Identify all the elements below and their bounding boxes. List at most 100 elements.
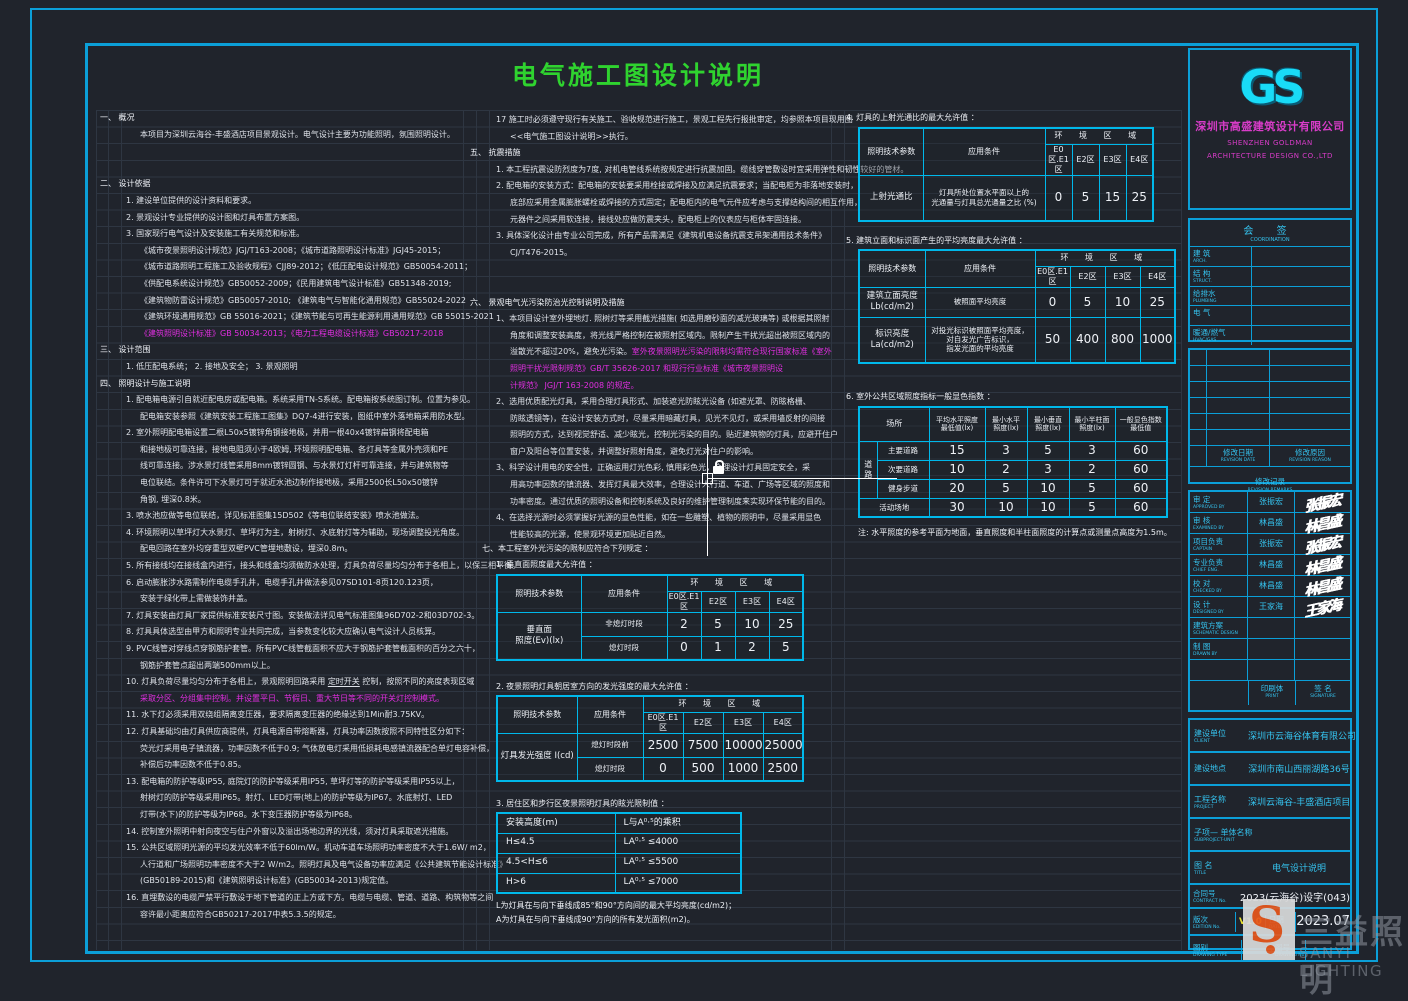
person-name [1248, 618, 1295, 638]
revision-date-label-en: REVISION DATE [1220, 458, 1256, 463]
coordination-row: 给排水 PLUMBING [1190, 285, 1350, 306]
revision-row [1190, 398, 1350, 414]
note-text: 灯带(水下)的防护等级为IP68。水下变压器防护等级为IP68。 [140, 809, 357, 819]
lock-icon [713, 460, 724, 474]
note-text: 9. PVC线管对穿线点穿钢筋护套管。所有PVC线管截面积不应大于钢筋护套管截面… [126, 644, 480, 653]
cursor-pickbox [702, 473, 713, 484]
value-cell: 2500 [762, 756, 804, 782]
note-line: 用高功率因数的镇流器、发挥灯具最大效率，合理设计人行道、车道、广场等区域的照度和 [496, 477, 830, 494]
note-line: 7. 灯具安装由灯具厂家提供标准安装尺寸图。安装做法详见电气标准图集96D702… [126, 608, 479, 625]
note-text: 14. 控制室外照明中射向夜空与住户外窗以及溢出场地边界的光线，须对灯具采取遮光… [126, 826, 454, 836]
grid-line [121, 110, 122, 950]
param-cell: 建筑立面亮度 Lb(cd/m2) [858, 286, 926, 318]
note-text: 角度和调整安装高度，将光线严格控制在被照射区域内。限制产生干扰光超出被照区域内的 [510, 330, 830, 340]
env-col: E3区 [722, 711, 764, 734]
note-line: 《城市道路照明工程施工及验收规程》CJJ89-2012；《低压配电设计规范》GB… [126, 259, 472, 276]
value-cell: 10000 [722, 732, 764, 758]
note-line: 4、在选择光源时必须掌握好光源的显色性能，如在一些雕塑、植物的照明中，尽量采用显… [496, 510, 830, 527]
note-line: 角度和调整安装高度，将光线严格控制在被照射区域内。限制产生干扰光超出被照区域内的 [496, 328, 830, 345]
note-text: 4. 环境照明以草坪灯大水景灯、草坪灯为主，射树灯、水底射灯等为辅助，现场调整投… [126, 527, 465, 537]
table-3-note-l: L为灯具在与向下垂线成85°和90°方向间的最大平均亮度(cd/m2)； [496, 901, 737, 910]
signature-cell [1295, 660, 1350, 680]
note-text: 2. 室外照明配电箱设置二根L50x5镀锌角钢接地极，并用一根40x4镀锌扁钢将… [126, 428, 429, 438]
note-text: 3. 国家现行电气设计及安装施工有关规范和标准。 [126, 229, 305, 239]
param-cell: 标识亮度 La(cd/m2) [858, 316, 926, 364]
note-text: 1. 建设单位提供的设计资料和要求。 [126, 195, 257, 205]
value-cell: 7500 [682, 732, 724, 758]
company-name-en-1: SHENZHEN GOLDMAN [1227, 139, 1313, 147]
note-line: (GB50189-2015)和《建筑照明设计标准》(GB50034-2013)规… [126, 873, 464, 890]
note-line: 本项目为深圳云海谷-丰盛酒店项目景观设计。电气设计主要为功能照明，氛围照明设计。 [126, 127, 464, 144]
env-header: 环 境 区 域 [666, 574, 804, 592]
value-cell: 5 [1068, 478, 1116, 499]
note-line: 2、选用优质配光灯具，采用合理灯具形式、加装遮光防眩光设备 (如遮光罩、防眩格栅… [496, 394, 830, 411]
note-line: 4. 环境照明以草坪灯大水景灯、草坪灯为主，射树灯、水底射灯等为辅助，现场调整投… [126, 525, 464, 542]
note-line: 线可靠连接。涉水景灯线管采用8mm镀锌圆钢、与水景灯灯杆可靠连接，并与建筑物等 [126, 458, 464, 475]
note-line: 计规范》 JGJ/T 163-2008 的规定。 [496, 378, 830, 395]
env-col: E3区 [1098, 143, 1127, 176]
row-cell: H>6 [496, 872, 616, 894]
table-public-area-illuminance: 场所 平均水平照度 最低值(lx) 最小水平 照度(lx) 最小垂直 照度(lx) 最小… [858, 406, 1168, 518]
titleblock-coordination-box: 会 签 COORDINATION 建 筑 ARCH. 结 构 STRUCT. 给排水… [1188, 218, 1352, 345]
note-line: 照明的方式，达到视觉舒适、减少眩光，控制光污染的目的。贴近建筑物的灯具，应避开住… [496, 427, 838, 444]
env-header: 环 境 区 域 [1034, 249, 1176, 267]
note-line: 六、 景观电气光污染防治光控制说明及措施 [470, 295, 830, 312]
value-cell: 10 [734, 611, 770, 637]
signature-cell [1295, 639, 1350, 659]
group-cell: 道路 [858, 440, 878, 499]
note-line: 窗户及阳台等位置安装，并调整好照射角度，避免灯光对住户的影响。 [496, 444, 830, 461]
note-text: 2. 配电箱的安装方式：配电箱的安装要采用栓接或焊接及应满足抗震要求；当配电柜为… [496, 181, 859, 191]
value-cell: 25 [1125, 174, 1154, 222]
col-header: 应用条件 [922, 127, 1046, 176]
note-text: 12. 灯具基础均由灯具供应商提供，灯具电源自带熔断器，灯具功率因数按照不同特性… [126, 726, 470, 736]
print-label-en: PRINT [1265, 694, 1279, 699]
col-header: 一般显色指数 最低值 [1114, 406, 1168, 442]
note-text: 1. 低压配电系统； 2. 接地及安全； 3. 景观照明 [126, 361, 298, 371]
note-line [496, 261, 830, 278]
company-name-en-2: ARCHITECTURE DESIGN CO.,LTD [1207, 152, 1333, 160]
signature-cell [1295, 618, 1350, 638]
env-header: 环 境 区 域 [1044, 127, 1154, 145]
note-text: 容许最小距离应符合GB50217-2017中表5.3.5的规定。 [140, 909, 341, 919]
note-text: 四、 照明设计与施工说明 [100, 378, 191, 388]
note-text: 射树灯的防护等级采用IP65。射灯、LED灯带(地上)的防护等级为IP67。水底… [140, 793, 453, 803]
notes-column-1: 一、 概况 本项目为深圳云海谷-丰盛酒店项目景观设计。电气设计主要为功能照明，氛… [100, 110, 520, 923]
info-label: 建设单位 [1194, 728, 1226, 738]
role-label-en: CHECKED BY [1193, 588, 1222, 594]
note-text: CJ/T476-2015。 [510, 247, 573, 257]
note-line: 1. 建设单位提供的设计资料和要求。 [126, 193, 464, 210]
watermark-en: SANYI LIGHTING [1299, 944, 1384, 980]
col-header: 照明技术参数 [858, 249, 926, 288]
note-text: 窗户及阳台等位置安装，并调整好照射角度，避免灯光对住户的影响。 [510, 446, 758, 456]
note-line: 射树灯的防护等级采用IP65。射灯、LED灯带(地上)的防护等级为IP67。水底… [126, 790, 464, 807]
note-line: 17 施工时必须遵守现行有关施工、验收规范进行施工，景观工程先行报批审定，均参照… [496, 112, 853, 129]
value-cell: 10 [984, 497, 1028, 518]
info-label: 工程名称 [1194, 794, 1226, 804]
value-cell: 0 [642, 756, 684, 782]
person-name [1248, 639, 1295, 659]
revision-reason-label-en: REVISION REASON [1289, 458, 1331, 463]
col-header: 照明技术参数 [496, 695, 578, 734]
note-line: 荧光灯采用电子镇流器，功率因数不低于0.9; 气体放电灯采用低损耗电感镇流器配合… [126, 741, 494, 758]
table-luminous-intensity: 照明技术参数 应用条件环 境 区 域 E0区.E1区 E2区 E3区 E4区 灯具发光强… [496, 695, 805, 782]
note-line: 8. 灯具具体选型由甲方和照明专业共同完成，当参数变化较大应确认电气设计人员核算… [126, 624, 464, 641]
grid-line [476, 110, 477, 950]
note-line [496, 278, 830, 295]
page-title: 电气施工图设计说明 [511, 61, 764, 90]
info-label-en: TITLE [1194, 870, 1207, 876]
note-text: 1、本项目设计室外埋地灯. 照树灯等采用截光措施( 如选用磨砂面的减光玻璃等) … [496, 314, 830, 324]
revision-date-label: 修改日期 [1223, 448, 1253, 457]
info-label-en: CLIENT [1194, 738, 1210, 744]
note-magenta: 《建筑照明设计标准》GB 50034-2013；《电力工程电缆设计标准》GB50… [140, 328, 444, 338]
note-line: 2. 配电箱的安装方式：配电箱的安装要采用栓接或焊接及应满足抗震要求；当配电柜为… [496, 178, 858, 195]
env-col: E3区 [1104, 265, 1141, 288]
note-line: 3. 喷水池应做等电位联结，详见标准图集15D502《等电位联结安装》喷水池做法… [126, 508, 464, 525]
value-cell: 0 [1034, 286, 1071, 318]
note-text: 元器件之间采用软连接，接线处应做防震夹头，配电柜上的仪表应与柜体牢固连接。 [510, 214, 806, 224]
value-cell: 3 [984, 440, 1028, 461]
value-cell: 25 [768, 611, 804, 637]
info-row: 工程名称 PROJECT 深圳云海谷-丰盛酒店项目 [1190, 784, 1350, 817]
value-cell: 2 [666, 611, 702, 637]
value-cell: 0 [1044, 174, 1073, 222]
value-cell: 25 [1139, 286, 1176, 318]
